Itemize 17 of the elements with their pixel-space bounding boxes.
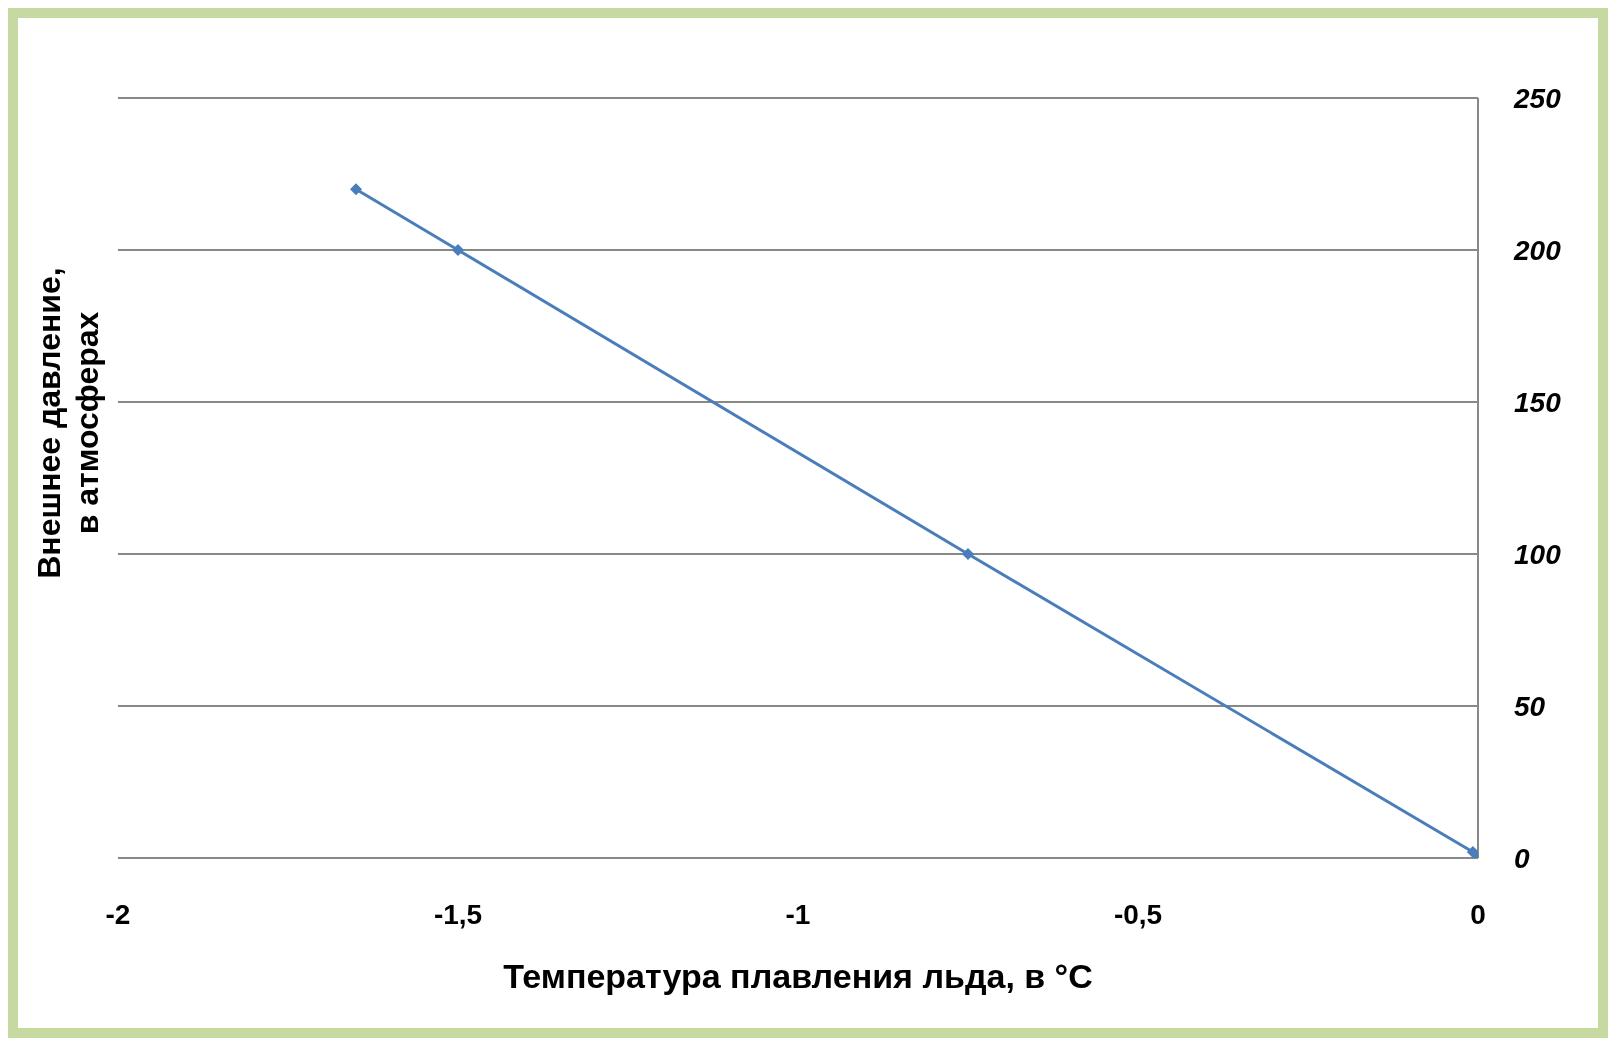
y-tick-label: 200 (1513, 234, 1562, 266)
y-tick-label: 50 (1514, 690, 1546, 722)
x-tick-label: -1 (785, 898, 811, 930)
point (1466, 845, 1478, 858)
point (962, 548, 974, 560)
x-axis-title: Температура плавления льда, в °C (503, 957, 1093, 995)
x-tick-label: -0,5 (1113, 898, 1163, 930)
y-tick-label: 100 (1514, 538, 1562, 570)
y-tick-label: 0 (1514, 842, 1530, 874)
x-tick-label: -1,5 (433, 898, 483, 930)
x-tick-label: -2 (105, 898, 131, 930)
point (452, 244, 464, 256)
y-tick-label: 250 (1513, 82, 1562, 114)
point (350, 183, 362, 196)
y-axis-title: Внешнее давление, в атмосферах (31, 267, 105, 579)
y-tick-label: 150 (1514, 386, 1562, 418)
x-tick-label: 0 (1470, 898, 1486, 930)
